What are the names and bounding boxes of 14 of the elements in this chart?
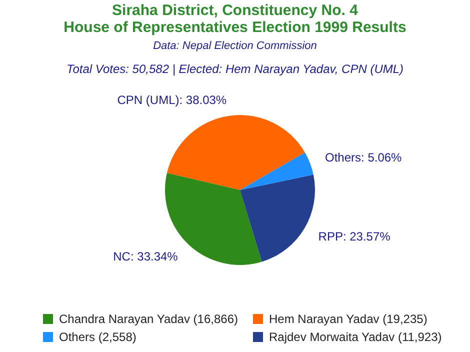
data-label: CPN (UML): 38.03% xyxy=(117,92,227,107)
data-label: RPP: 23.57% xyxy=(318,229,391,244)
pie-slice xyxy=(240,152,314,190)
legend-label: Rajdev Morwaita Yadav (11,923) xyxy=(269,330,442,344)
text: Data: Nepal Election Commission xyxy=(152,40,318,52)
data-label: Others: 5.06% xyxy=(325,150,402,165)
legend-label: Hem Narayan Yadav (19,235) xyxy=(269,312,428,326)
data-label: NC: 33.34% xyxy=(113,249,178,264)
text: Total Votes: 50,582 | Elected: Hem Narayan Yadav, CPN (UML) xyxy=(65,62,405,76)
pie-slice xyxy=(240,174,315,262)
pie-slice xyxy=(166,115,305,190)
legend-label: Others (2,558) xyxy=(59,330,136,344)
legend-label: Chandra Narayan Yadav (16,866) xyxy=(59,312,238,326)
chart-title: Siraha District, Constituency No. 4 House of Representatives Election 1999 Results xyxy=(62,2,408,36)
